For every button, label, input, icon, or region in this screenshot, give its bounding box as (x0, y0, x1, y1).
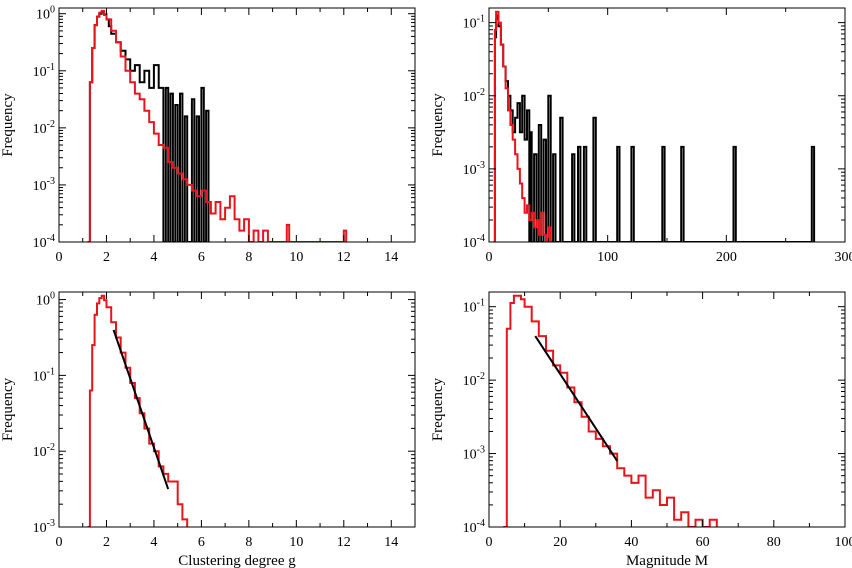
y-axis-label: Frequency (0, 93, 16, 157)
chart-panel-bottom-left: 0 2 4 6 8 10 12 14 10-3 10-2 10-1 100 Frequency Clust… (0, 291, 416, 568)
y-tick-label: 10-2 (33, 442, 55, 460)
series-red-line (87, 294, 189, 527)
x-tick-label: 300 (835, 250, 852, 265)
x-tick-label: 12 (337, 535, 351, 550)
series-red-line (87, 9, 348, 242)
x-axis-label: Magnitude M (626, 553, 708, 568)
x-tick-label: 8 (245, 250, 252, 265)
x-tick-label: 6 (198, 250, 205, 265)
y-tick-label: 10-4 (463, 518, 485, 536)
x-tick-label: 100 (597, 250, 618, 265)
series-red-line (493, 10, 552, 242)
fit-line (112, 329, 170, 490)
y-tick-label: 100 (36, 291, 55, 309)
y-tick-label: 10-3 (463, 160, 485, 178)
x-tick-label: 14 (384, 535, 398, 550)
y-tick-label: 10-1 (33, 366, 55, 384)
y-tick-label: 10-1 (33, 62, 55, 80)
plot-area (493, 10, 816, 242)
x-tick-label: 20 (553, 535, 567, 550)
y-tick-label: 10-3 (463, 445, 485, 463)
x-tick-label: 80 (767, 535, 781, 550)
y-tick-label: 10-4 (463, 233, 485, 251)
chart-panel-top-left: 0 2 4 6 8 10 12 14 10-4 10-3 10-2 10-1 100 Frequency (0, 5, 416, 265)
plot-area (87, 9, 348, 242)
x-tick-label: 0 (486, 250, 493, 265)
x-tick-label: 100 (835, 535, 852, 550)
x-tick-label: 4 (150, 535, 157, 550)
chart-panel-bottom-right: 0 20 40 60 80 100 10-4 10-3 10-2 10-1 Frequency Mag… (430, 291, 852, 568)
x-tick-label: 0 (56, 250, 63, 265)
y-tick-label: 10-2 (463, 87, 485, 105)
x-tick-label: 10 (289, 250, 303, 265)
plot-frame (58, 291, 416, 528)
y-tick-label: 100 (36, 5, 55, 23)
x-tick-label: 12 (337, 250, 351, 265)
x-tick-label: 0 (486, 535, 493, 550)
x-tick-label: 60 (696, 535, 710, 550)
x-tick-label: 40 (624, 535, 638, 550)
y-tick-label: 10-2 (463, 371, 485, 389)
x-tick-label: 4 (150, 250, 157, 265)
x-tick-label: 10 (289, 535, 303, 550)
fit-line (534, 335, 618, 462)
chart-panel-top-right: 0 100 200 300 10-4 10-3 10-2 10-1 Frequency (430, 7, 852, 265)
y-tick-label: 10-2 (33, 119, 55, 137)
x-axis-label: Clustering degree g (178, 553, 296, 568)
x-tick-label: 6 (198, 535, 205, 550)
plot-frame (58, 7, 416, 243)
x-tick-label: 0 (56, 535, 63, 550)
plot-area (503, 294, 718, 527)
y-tick-label: 10-3 (33, 518, 55, 536)
plot-frame (488, 291, 846, 528)
y-axis-label: Frequency (0, 377, 16, 441)
y-tick-label: 10-1 (463, 298, 485, 316)
x-tick-label: 200 (716, 250, 737, 265)
y-tick-label: 10-4 (33, 233, 55, 251)
x-tick-label: 8 (245, 535, 252, 550)
y-axis-label: Frequency (430, 377, 446, 441)
x-tick-label: 14 (384, 250, 398, 265)
series-black-line (493, 14, 816, 242)
x-tick-label: 2 (103, 250, 110, 265)
x-tick-label: 2 (103, 535, 110, 550)
series-black-line (87, 11, 210, 242)
series-red-line (503, 294, 718, 527)
y-tick-label: 10-3 (33, 176, 55, 194)
plot-area (87, 294, 189, 527)
y-axis-label: Frequency (430, 93, 446, 157)
y-tick-label: 10-1 (463, 14, 485, 32)
plot-frame (488, 7, 846, 243)
